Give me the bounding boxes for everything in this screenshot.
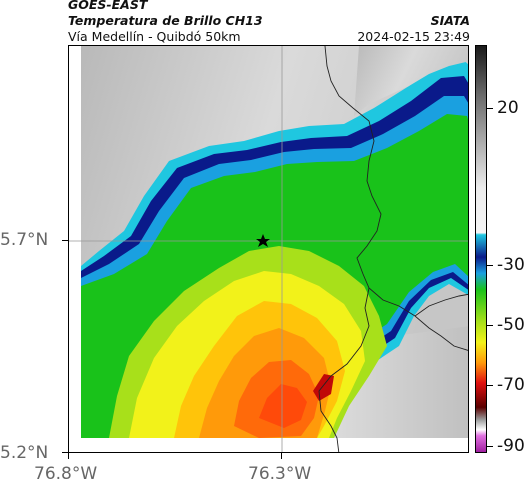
route-subtitle: Vía Medellín - Quibdó 50km bbox=[68, 29, 241, 44]
lon-label: 76.8°W bbox=[34, 464, 98, 484]
cloud-core-red bbox=[259, 384, 307, 428]
satellite-title: GOES-EAST bbox=[68, 0, 148, 12]
colorbar-tick bbox=[487, 265, 493, 266]
cloud-core-darkred bbox=[313, 374, 334, 401]
product-title: Temperatura de Brillo CH13 bbox=[68, 13, 263, 28]
colorbar-label: -30 bbox=[497, 255, 525, 275]
datetime-label: 2024-02-15 23:49 bbox=[357, 29, 470, 44]
department-boundary-south bbox=[318, 287, 370, 452]
colorbar-label: -70 bbox=[497, 375, 525, 395]
colorbar-tick bbox=[487, 446, 493, 447]
colorbar-tick bbox=[487, 325, 493, 326]
lon-label: 76.3°W bbox=[248, 464, 312, 484]
colorbar-label: -50 bbox=[497, 315, 525, 335]
colorbar-tick bbox=[487, 108, 493, 109]
lat-tick bbox=[62, 452, 68, 453]
map-canvas bbox=[69, 46, 468, 452]
temperature-colorbar bbox=[475, 45, 487, 453]
brightness-temperature-map bbox=[68, 45, 469, 453]
department-boundary bbox=[324, 46, 468, 351]
org-label: SIATA bbox=[430, 13, 470, 28]
colorbar-tick bbox=[487, 385, 493, 386]
lon-tick bbox=[68, 453, 69, 459]
colorbar-gradient bbox=[476, 46, 486, 452]
lat-label: 5.7°N bbox=[0, 230, 49, 250]
star-icon bbox=[256, 234, 270, 247]
colorbar-label: 20 bbox=[497, 98, 519, 118]
lat-tick bbox=[62, 240, 68, 241]
colorbar-label: -90 bbox=[497, 436, 525, 456]
lon-tick bbox=[281, 453, 282, 459]
lat-label: 5.2°N bbox=[0, 443, 49, 463]
